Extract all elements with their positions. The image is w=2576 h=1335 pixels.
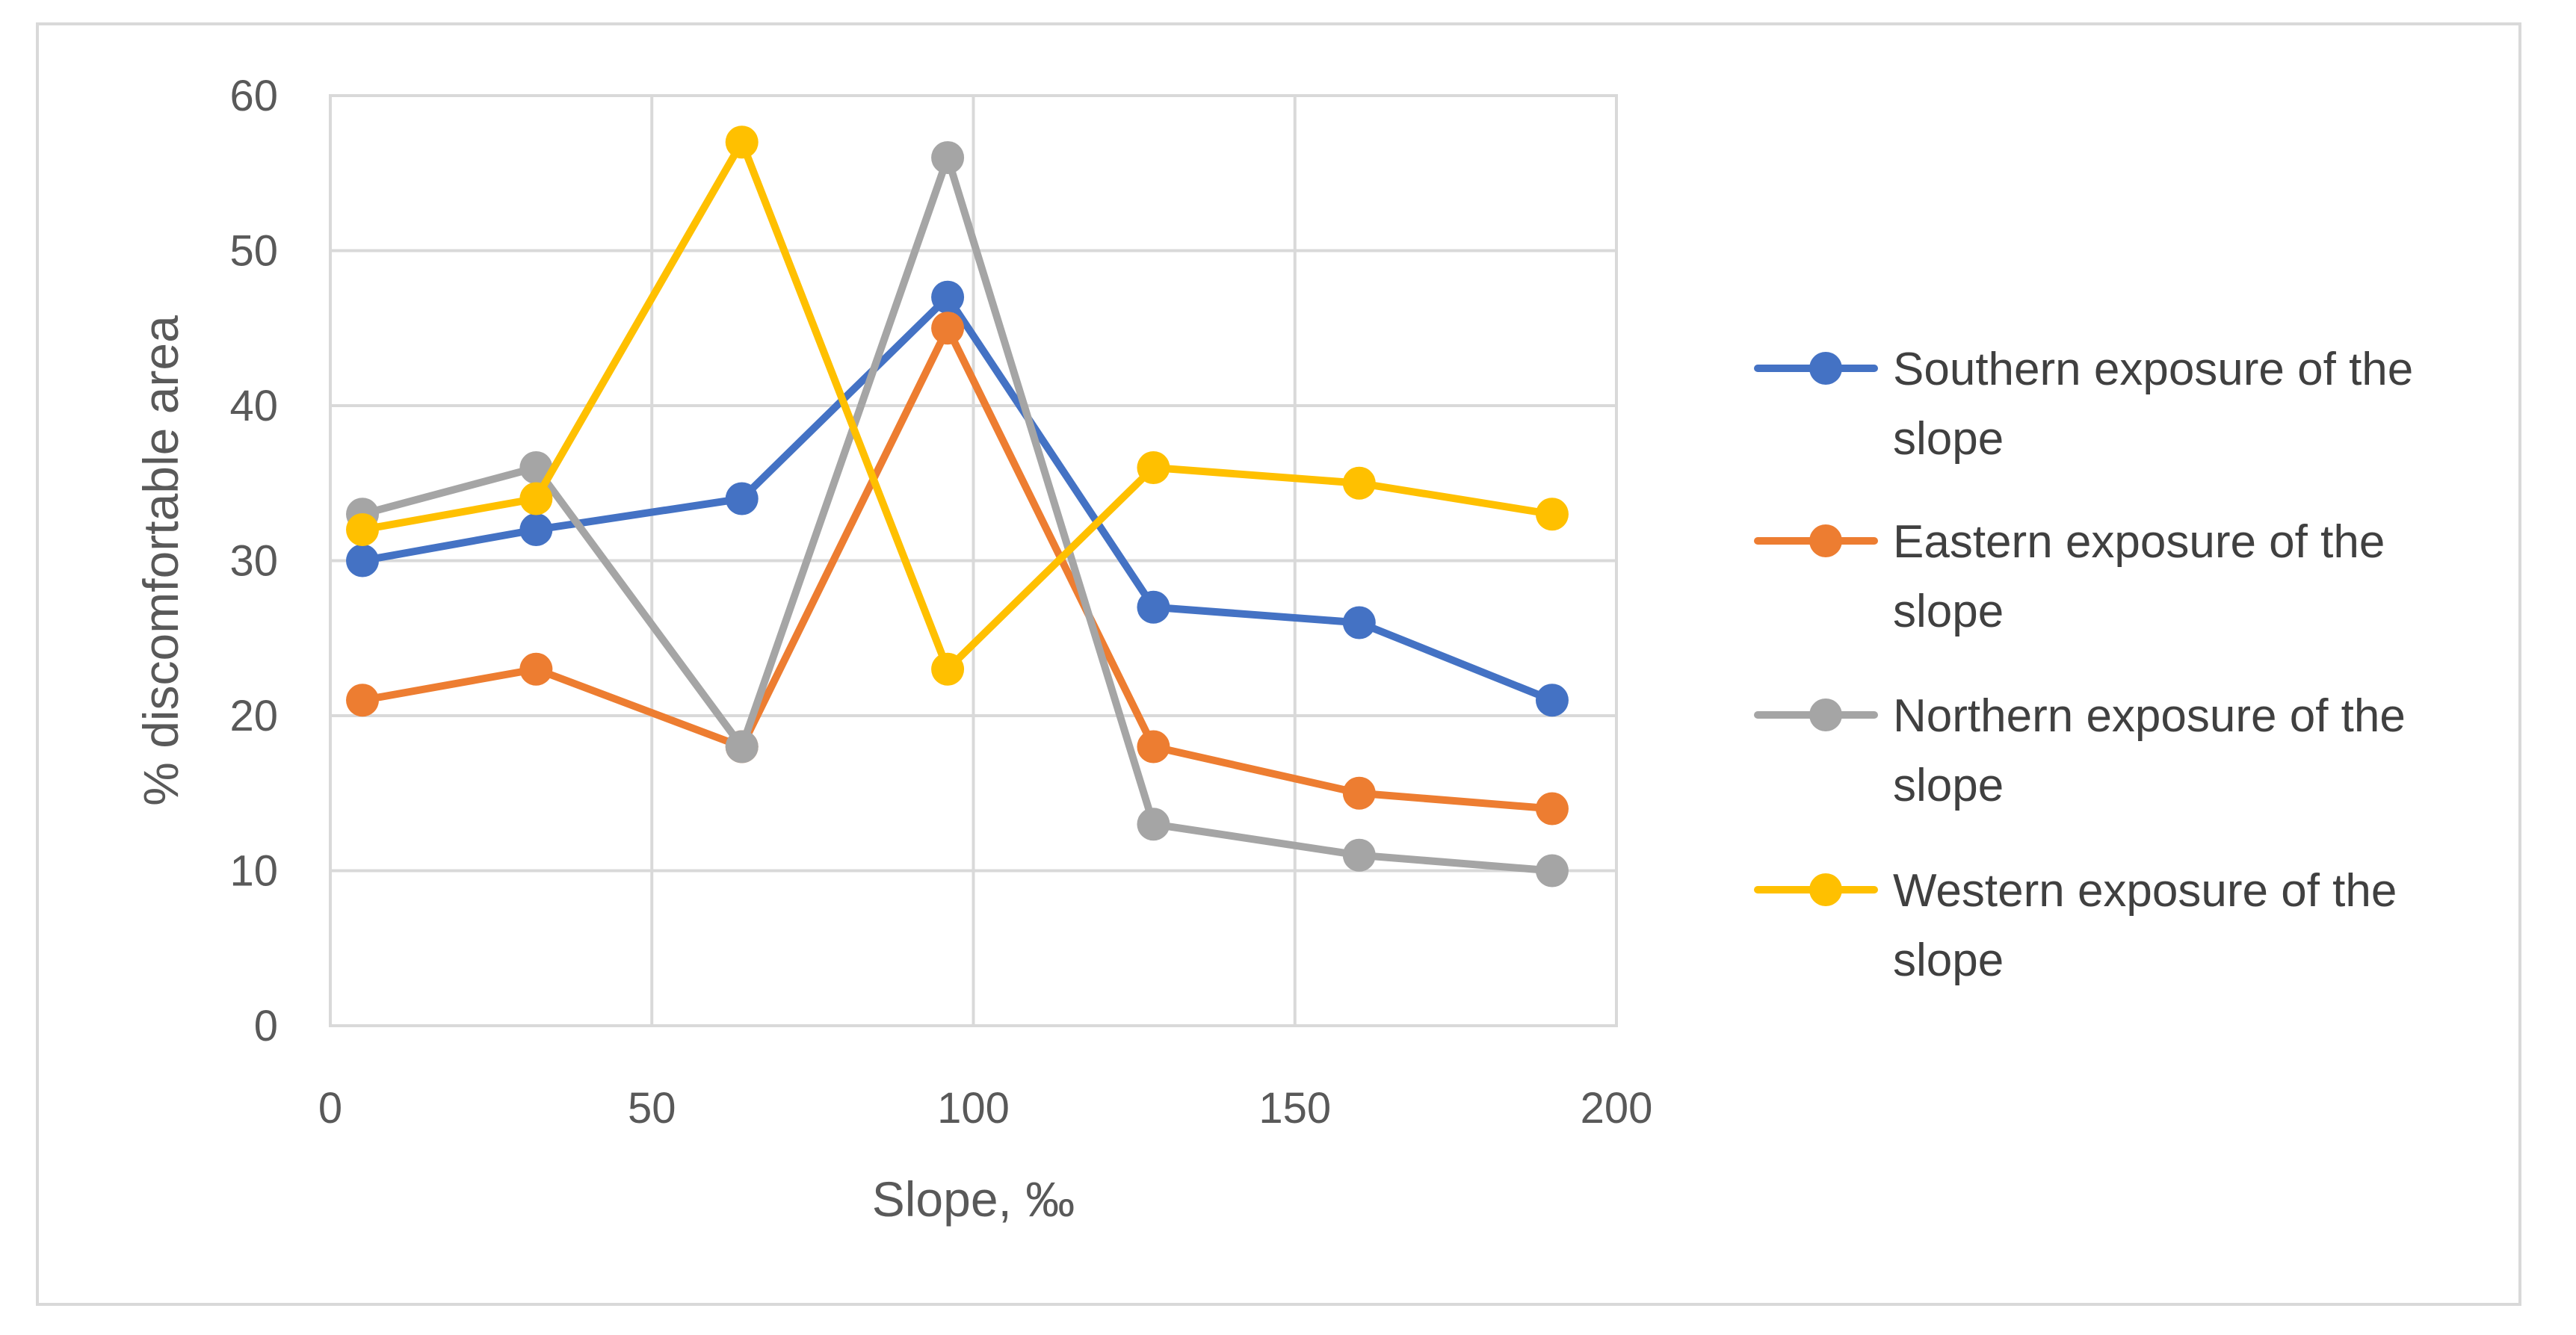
data-point: [1342, 466, 1376, 500]
x-axis-title: Slope, ‰: [872, 1171, 1075, 1227]
data-point: [1137, 808, 1170, 841]
x-tick-label: 50: [628, 1084, 676, 1133]
y-tick-label: 10: [229, 847, 278, 896]
y-tick-label: 40: [229, 382, 278, 430]
data-point: [519, 513, 553, 546]
data-point: [931, 312, 965, 345]
y-tick-label: 30: [229, 537, 278, 586]
legend-item-1: Eastern exposure of the slope: [1754, 516, 2385, 637]
data-point: [1137, 730, 1170, 763]
data-point: [1137, 590, 1170, 624]
data-point: [725, 482, 759, 515]
data-point: [931, 141, 965, 174]
legend-marker: [1809, 873, 1842, 906]
legend-label: slope: [1893, 935, 2004, 986]
legend-label: slope: [1893, 760, 2004, 811]
data-point: [346, 684, 380, 717]
data-point: [725, 126, 759, 159]
data-point: [346, 513, 380, 546]
series-line: [359, 324, 1556, 813]
x-tick-label: 200: [1581, 1084, 1653, 1133]
legend-label: slope: [1893, 413, 2004, 465]
legend-item-3: Western exposure of the slope: [1754, 865, 2397, 986]
y-tick-label: 60: [229, 72, 278, 120]
data-point: [1535, 792, 1569, 826]
data-point: [1137, 451, 1170, 484]
data-point: [931, 280, 965, 314]
data-point: [1535, 498, 1569, 531]
legend-label: Western exposure of the: [1893, 865, 2397, 917]
data-point: [931, 652, 965, 686]
series-3: [346, 126, 1569, 686]
data-point: [1535, 684, 1569, 717]
data-point: [1342, 606, 1376, 639]
legend-label: Northern exposure of the: [1893, 690, 2406, 742]
data-point: [519, 482, 553, 515]
y-axis-title: % discomfortable area: [133, 315, 188, 806]
legend-item-0: Southern exposure of the slope: [1754, 344, 2413, 465]
x-tick-label: 100: [937, 1084, 1010, 1133]
data-point: [725, 730, 759, 763]
data-point: [519, 652, 553, 686]
data-point: [519, 451, 553, 484]
y-tick-label: 0: [254, 1002, 278, 1050]
legend-label: Eastern exposure of the: [1893, 516, 2385, 568]
y-tick-label: 50: [229, 227, 278, 276]
data-point: [1342, 776, 1376, 810]
legend-marker: [1809, 352, 1842, 385]
series-layer: [346, 126, 1569, 888]
series-2: [346, 141, 1569, 888]
axes: 0 10 20 30 40 50 60 0 50 100 150 200 Slope, ‰ % disco…: [133, 72, 1652, 1227]
data-point: [1535, 854, 1569, 888]
legend-label: Southern exposure of the: [1893, 344, 2413, 395]
legend-marker: [1809, 699, 1842, 731]
chart-frame: [36, 22, 2521, 1306]
legend-item-2: Northern exposure of the slope: [1754, 690, 2406, 811]
data-point: [346, 544, 380, 577]
series-0: [346, 280, 1569, 717]
legend-marker: [1809, 524, 1842, 557]
y-tick-label: 20: [229, 692, 278, 740]
series-1: [346, 312, 1569, 826]
x-tick-label: 150: [1258, 1084, 1331, 1133]
legend-label: slope: [1893, 586, 2004, 637]
data-point: [1342, 838, 1376, 872]
x-tick-label: 0: [318, 1084, 342, 1133]
